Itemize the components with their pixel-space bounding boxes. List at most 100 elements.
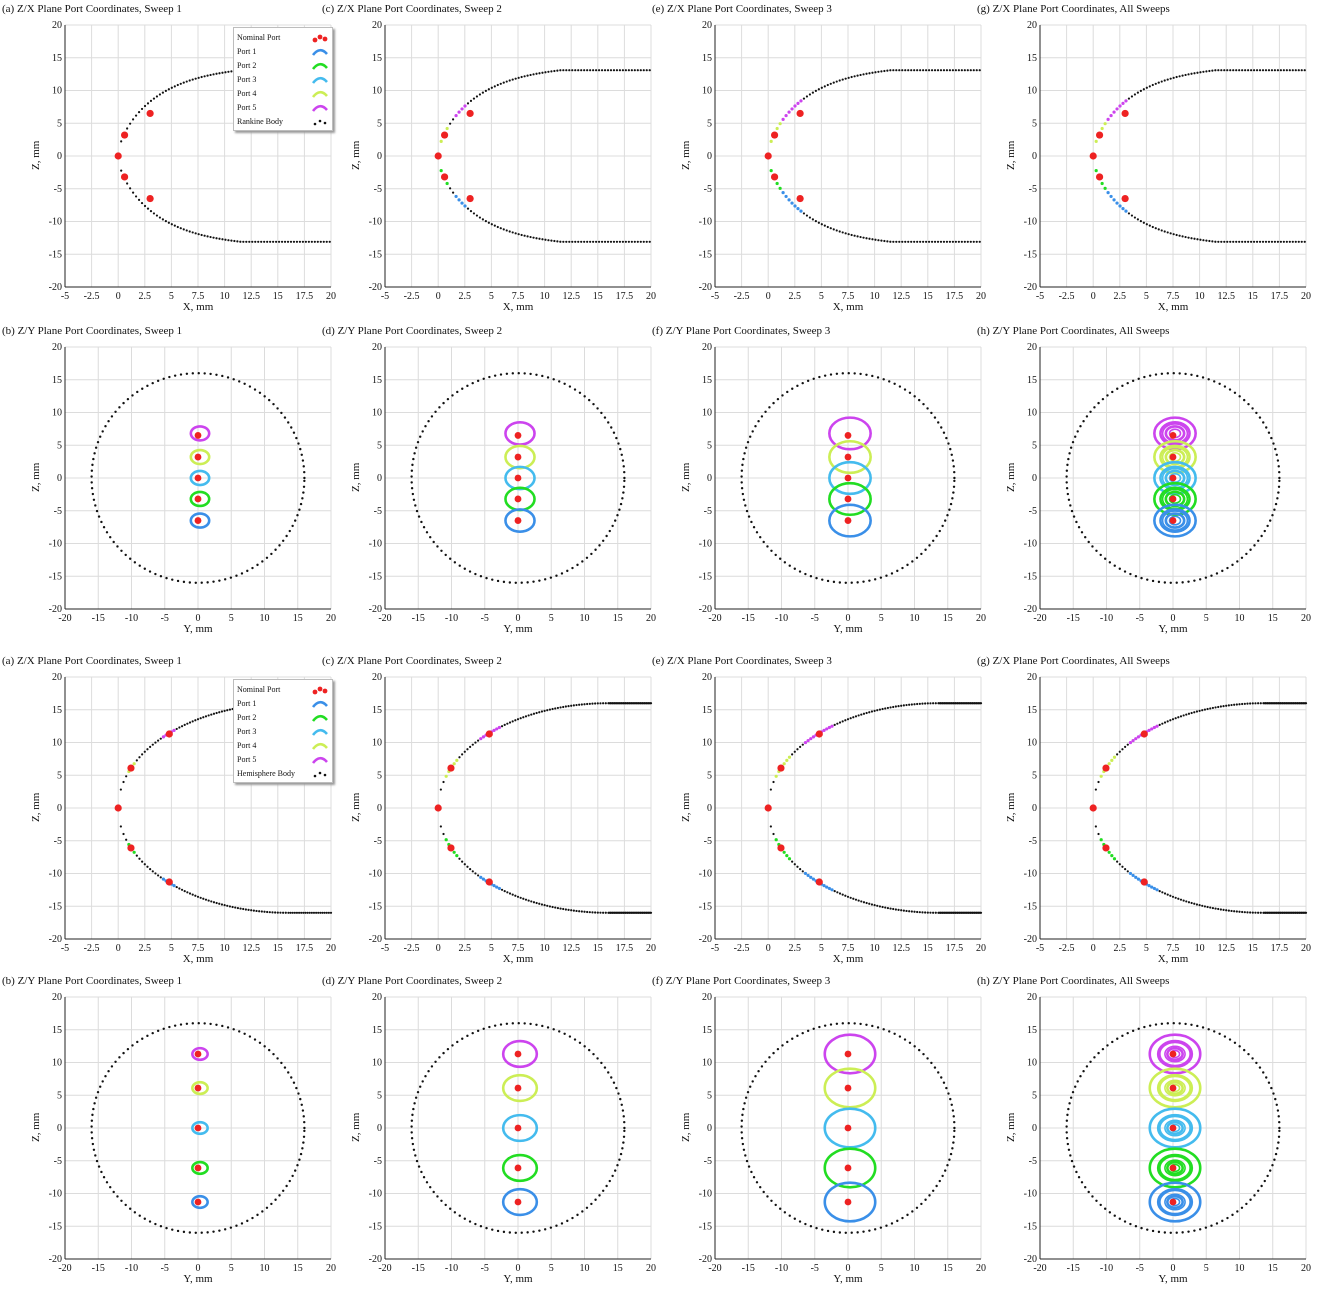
body-point	[100, 1170, 103, 1174]
body-point	[804, 1222, 807, 1226]
body-point	[1232, 69, 1235, 72]
body-point	[90, 1125, 93, 1128]
legend-label: Port 5	[237, 102, 257, 112]
y-tick-label: -15	[699, 249, 712, 260]
port-trace-ring	[823, 1181, 877, 1223]
body-point	[741, 1142, 745, 1146]
body-point	[862, 901, 866, 904]
body-point	[1279, 69, 1282, 72]
y-tick-label: 5	[707, 770, 712, 781]
body-point	[1154, 1023, 1158, 1026]
body-point	[622, 491, 625, 494]
y-tick-label: 20	[702, 992, 712, 1003]
body-point	[118, 406, 121, 409]
body-point	[146, 384, 149, 388]
body-point	[567, 908, 570, 911]
body-point	[218, 237, 221, 240]
body-point	[422, 526, 426, 529]
body-point	[295, 240, 299, 243]
body-point	[221, 374, 224, 378]
body-point	[94, 1096, 98, 1099]
x-tick-label: -5	[811, 1263, 819, 1274]
legend-entry: Port 1	[237, 696, 329, 710]
body-point	[633, 240, 636, 243]
body-point	[952, 1115, 955, 1118]
body-point	[1151, 1229, 1155, 1233]
body-point	[802, 212, 806, 215]
body-point	[908, 1041, 912, 1044]
nominal-port-marker	[1089, 804, 1097, 812]
y-tick-label: 20	[702, 342, 712, 353]
body-point	[138, 564, 141, 567]
body-point	[1262, 421, 1265, 424]
body-point	[904, 240, 907, 243]
body-point	[969, 240, 972, 243]
body-point	[287, 421, 290, 424]
body-point	[747, 515, 751, 518]
body-point	[1187, 73, 1190, 76]
body-point	[167, 88, 170, 91]
body-point	[161, 735, 166, 739]
body-point	[1157, 81, 1160, 84]
body-point	[846, 718, 850, 721]
body-point	[772, 780, 775, 784]
body-point	[772, 401, 775, 405]
body-point	[503, 889, 506, 893]
x-tick-label: 0	[196, 1263, 201, 1274]
y-tick-label: -5	[374, 184, 382, 195]
body-point	[1126, 1031, 1129, 1035]
y-tick-label: -10	[699, 869, 712, 880]
body-point	[1241, 69, 1244, 72]
body-point	[578, 910, 581, 913]
body-point	[97, 1165, 101, 1168]
grid-lines	[1039, 24, 1307, 288]
body-point	[558, 380, 561, 383]
body-point	[835, 229, 838, 232]
body-point	[488, 375, 491, 379]
body-point	[197, 233, 200, 236]
x-tick-label: 10	[220, 291, 230, 302]
body-point	[134, 114, 138, 117]
port-trace-ring	[1159, 1189, 1191, 1215]
body-point	[1134, 737, 1138, 741]
body-point	[118, 1056, 121, 1059]
body-point	[500, 725, 504, 728]
body-point	[549, 1226, 553, 1229]
body-point	[1100, 126, 1104, 131]
body-point	[493, 1024, 497, 1027]
body-point	[1066, 463, 1069, 467]
body-point	[951, 1147, 954, 1150]
body-point	[607, 421, 610, 424]
body-point	[105, 1181, 109, 1184]
chart-title: (c) Z/X Plane Port Coordinates, Sweep 2	[322, 3, 502, 15]
body-point	[472, 212, 476, 215]
body-point	[474, 872, 477, 875]
y-tick-label: -5	[704, 506, 712, 517]
body-point	[826, 579, 830, 583]
body-point	[484, 89, 487, 92]
body-point	[298, 1158, 301, 1161]
nominal-port-marker	[764, 804, 772, 812]
body-point	[884, 906, 887, 909]
body-point	[141, 753, 144, 756]
body-point	[508, 79, 511, 82]
body-point	[947, 442, 950, 445]
body-point	[279, 911, 282, 914]
body-point	[209, 73, 212, 77]
body-point	[898, 240, 901, 243]
body-point	[554, 906, 557, 909]
body-point	[502, 81, 505, 84]
body-point	[442, 401, 445, 405]
body-point	[791, 387, 794, 390]
body-point	[303, 479, 306, 483]
body-point	[251, 1216, 254, 1220]
body-point	[783, 561, 787, 564]
body-point	[410, 469, 414, 472]
body-point	[223, 709, 226, 712]
body-point	[1279, 240, 1282, 243]
body-point	[301, 240, 305, 243]
x-tick-label: -2.5	[734, 291, 750, 302]
y-tick-label: -15	[49, 901, 62, 912]
nominal-ports	[434, 730, 493, 886]
body-point	[427, 1070, 430, 1073]
